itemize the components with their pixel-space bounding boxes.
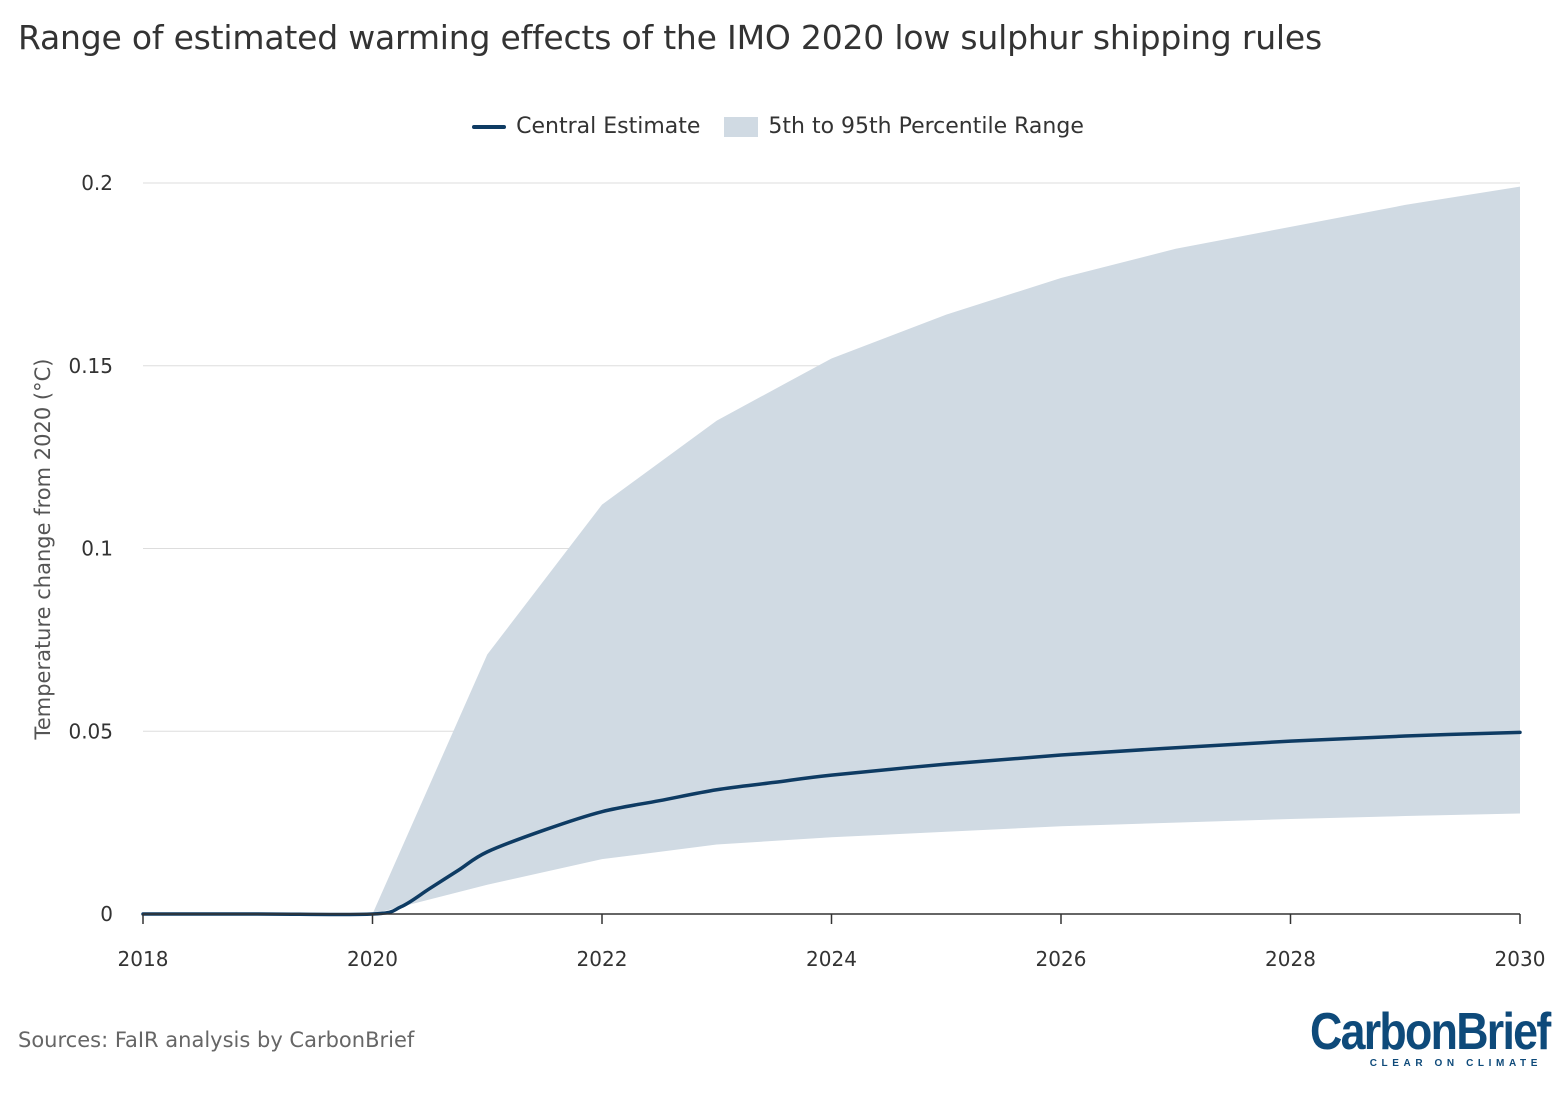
x-tick-label: 2030 — [1495, 947, 1546, 971]
legend: Central Estimate 5th to 95th Percentile … — [0, 114, 1556, 139]
y-tick-label: 0.05 — [68, 719, 113, 743]
carbonbrief-logo[interactable]: CarbonBrief CLEAR ON CLIMATE — [1310, 1003, 1551, 1070]
percentile-band — [372, 186, 1520, 914]
legend-line-swatch — [472, 124, 507, 129]
legend-band-swatch — [724, 116, 759, 137]
y-tick-label: 0.2 — [81, 171, 113, 195]
x-tick-label: 2028 — [1265, 947, 1316, 971]
y-tick-label: 0.15 — [68, 354, 113, 378]
x-axis: 2018 2020 2022 2024 2026 2028 2030 — [118, 913, 1546, 971]
legend-label-range: 5th to 95th Percentile Range — [768, 114, 1084, 139]
x-tick-label: 2024 — [806, 947, 857, 971]
legend-label-central: Central Estimate — [516, 114, 701, 139]
line-layer — [141, 730, 1522, 917]
x-tick-label: 2026 — [1036, 947, 1087, 971]
y-tick-label: 0 — [100, 902, 113, 926]
y-axis: 0 0.05 0.1 0.15 0.2 — [68, 171, 113, 926]
source-note: Sources: FaIR analysis by CarbonBrief — [18, 1028, 415, 1052]
x-tick-label: 2018 — [118, 947, 169, 971]
x-tick-label: 2020 — [347, 947, 398, 971]
y-tick-label: 0.1 — [81, 537, 113, 561]
chart-title: Range of estimated warming effects of th… — [18, 18, 1322, 57]
central-estimate-line — [141, 730, 1522, 917]
logo-tagline: CLEAR ON CLIMATE — [1369, 1058, 1542, 1069]
chart-plot: 2018 2020 2022 2024 2026 2028 2030 0 0.05 0.1 0.1… — [31, 171, 1546, 971]
band-layer — [372, 186, 1520, 914]
x-tick-label: 2022 — [577, 947, 628, 971]
y-axis-title: Temperature change from 2020 (°C) — [31, 359, 55, 741]
legend-item-range[interactable]: 5th to 95th Percentile Range — [724, 114, 1084, 139]
legend-item-central[interactable]: Central Estimate — [472, 114, 700, 139]
logo-wordmark: CarbonBrief — [1310, 1003, 1551, 1061]
